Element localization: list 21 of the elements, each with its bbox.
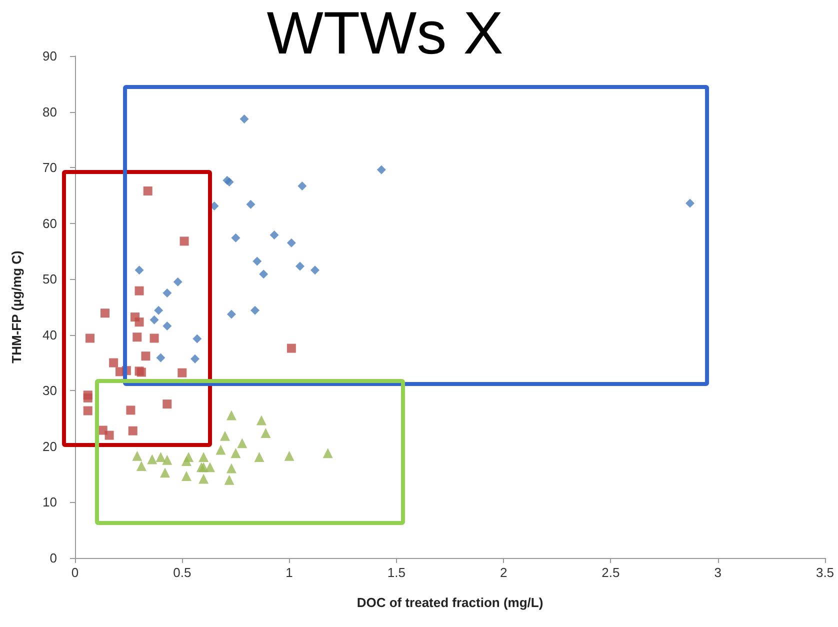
y-tick-label: 30 bbox=[42, 383, 57, 398]
x-tick-label: 2.5 bbox=[602, 565, 620, 580]
y-tick-label: 0 bbox=[50, 550, 57, 566]
x-tick-label: 0.5 bbox=[173, 565, 192, 580]
x-tick-label: 3 bbox=[714, 565, 722, 580]
x-tick-label: 3.5 bbox=[816, 565, 834, 580]
x-tick-label: 0 bbox=[71, 565, 79, 580]
chart-title: WTWs X bbox=[266, 0, 504, 66]
y-axis-title: THM-FP (µg/mg C) bbox=[9, 250, 24, 364]
x-tick-label: 1 bbox=[286, 565, 293, 580]
x-tick-label: 2 bbox=[500, 565, 508, 580]
x-axis-title: DOC of treated fraction (mg/L) bbox=[356, 595, 544, 610]
y-tick-label: 90 bbox=[42, 48, 57, 64]
y-tick-label: 70 bbox=[42, 160, 57, 176]
y-tick-label: 50 bbox=[42, 272, 57, 287]
y-tick-label: 10 bbox=[42, 494, 57, 510]
y-tick-label: 60 bbox=[42, 216, 57, 231]
y-tick-label: 20 bbox=[42, 438, 57, 454]
y-tick-label: 40 bbox=[42, 327, 57, 342]
y-tick-label: 80 bbox=[42, 104, 57, 120]
x-tick-label: 1.5 bbox=[387, 565, 406, 580]
